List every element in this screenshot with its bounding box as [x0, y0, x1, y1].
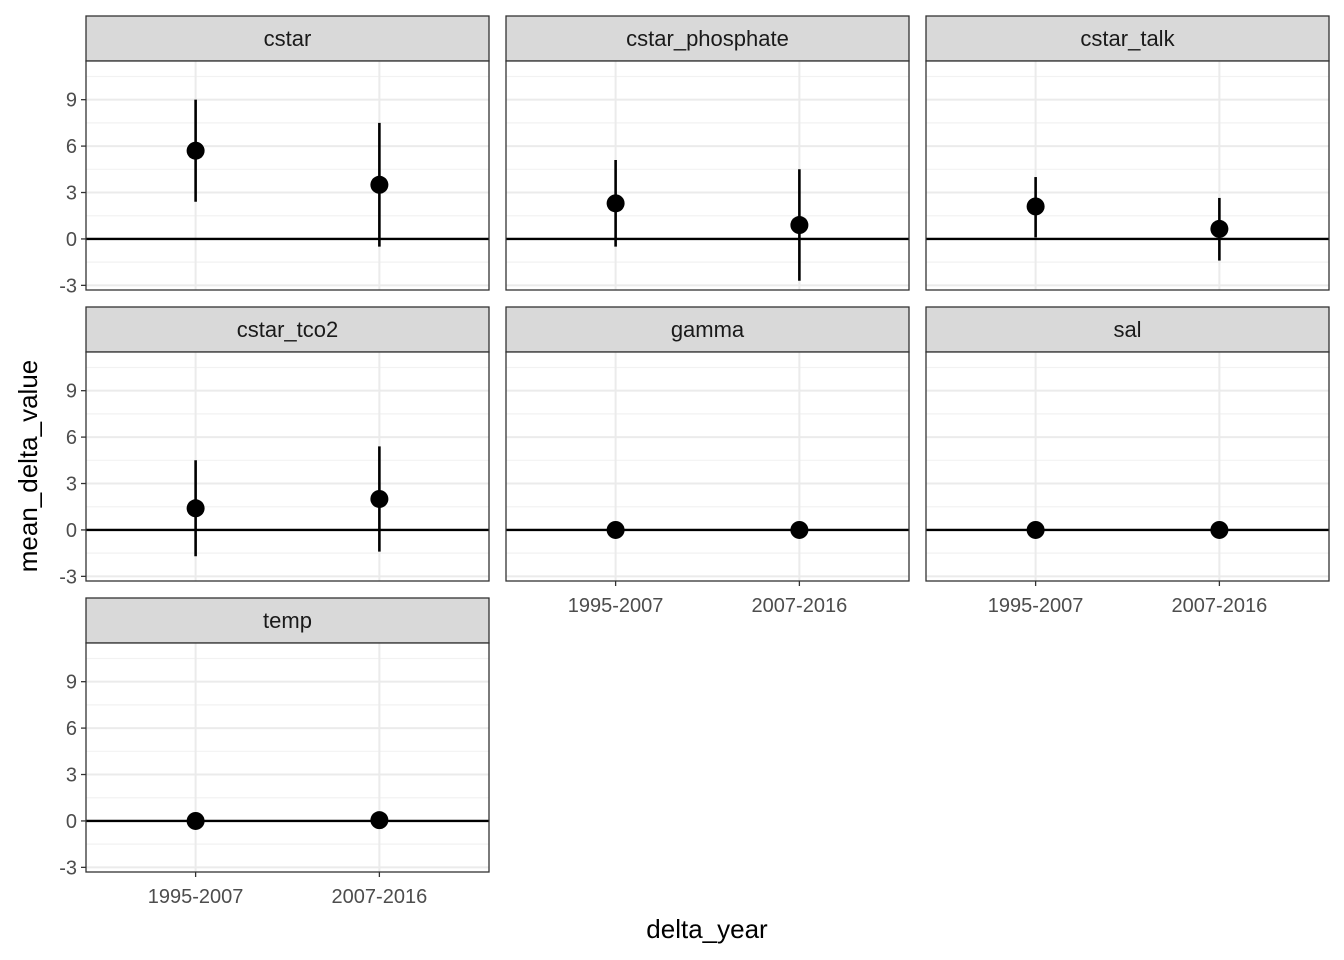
- panel-border: [85, 60, 490, 291]
- point-cstar-1995-2007: [186, 141, 205, 160]
- y-tick-label: 6: [66, 718, 77, 740]
- y-tick-label: 0: [66, 811, 77, 833]
- point-cstar_phosphate-1995-2007: [606, 194, 625, 213]
- point-temp-1995-2007: [186, 811, 205, 830]
- y-tick-label: 0: [66, 520, 77, 542]
- y-tick-label: 9: [66, 90, 77, 112]
- facet-cstar: cstar -3 0 3 6 9: [59, 15, 490, 297]
- strip-label-cstar_talk: cstar_talk: [1080, 26, 1175, 51]
- x-tick-label: 1995-2007: [988, 595, 1084, 617]
- strip-label-cstar_phosphate: cstar_phosphate: [626, 26, 789, 51]
- y-tick-label: -3: [59, 275, 77, 297]
- point-gamma-2007-2016: [790, 520, 809, 539]
- point-cstar_tco2-2007-2016: [370, 489, 389, 508]
- strip-label-temp: temp: [263, 608, 312, 633]
- strip-cstar: [85, 15, 490, 62]
- x-tick-label: 2007-2016: [1172, 595, 1268, 617]
- strip-label-gamma: gamma: [671, 317, 745, 342]
- y-tick-label: 3: [66, 183, 77, 205]
- y-tick-label: 6: [66, 427, 77, 449]
- point-cstar_talk-2007-2016: [1210, 219, 1229, 238]
- point-cstar_phosphate-2007-2016: [790, 216, 809, 235]
- facet-cstar_phosphate: cstar_phosphate: [505, 15, 910, 291]
- facet-cstar_talk: cstar_talk: [925, 15, 1330, 291]
- point-sal-1995-2007: [1026, 520, 1045, 539]
- y-tick-label: -3: [59, 566, 77, 588]
- strip-label-sal: sal: [1113, 317, 1141, 342]
- panel-bg: [926, 61, 1329, 290]
- y-tick-label: -3: [59, 857, 77, 879]
- strip-sal: [925, 306, 1330, 353]
- strip-cstar_phosphate: [505, 15, 910, 62]
- panel-border: [925, 351, 1330, 582]
- x-tick-label: 2007-2016: [332, 886, 428, 908]
- y-tick-label: 9: [66, 381, 77, 403]
- y-axis-title: mean_delta_value: [13, 360, 43, 573]
- strip-label-cstar_tco2: cstar_tco2: [237, 317, 339, 342]
- panel-border: [505, 351, 910, 582]
- x-tick-label: 1995-2007: [568, 595, 664, 617]
- panel-bg: [506, 352, 909, 581]
- x-tick-label: 1995-2007: [148, 886, 244, 908]
- facet-cstar_tco2: cstar_tco2 -3 0 3 6 9: [59, 306, 490, 588]
- facet-sal: sal 1995-2007 2007-2016: [925, 306, 1330, 617]
- point-cstar_tco2-1995-2007: [186, 499, 205, 518]
- x-tick-label: 2007-2016: [752, 595, 848, 617]
- y-tick-label: 0: [66, 229, 77, 251]
- y-tick-label: 3: [66, 765, 77, 787]
- panel-bg: [506, 61, 909, 290]
- panel-border: [925, 60, 1330, 291]
- facet-gamma: gamma 1995-2007 2007-2016: [505, 306, 910, 617]
- y-tick-label: 3: [66, 474, 77, 496]
- y-tick-label: 6: [66, 136, 77, 158]
- strip-cstar_tco2: [85, 306, 490, 353]
- point-cstar_talk-1995-2007: [1026, 197, 1045, 216]
- panel-bg: [86, 643, 489, 872]
- strip-gamma: [505, 306, 910, 353]
- strip-temp: [85, 597, 490, 644]
- point-temp-2007-2016: [370, 811, 389, 830]
- strip-label-cstar: cstar: [264, 26, 312, 51]
- point-gamma-1995-2007: [606, 520, 625, 539]
- y-tick-label: 9: [66, 672, 77, 694]
- panel-border: [505, 60, 910, 291]
- facet-temp: temp -3 0 3 6 9 1995-2007 2007-2016: [59, 597, 490, 908]
- point-sal-2007-2016: [1210, 520, 1229, 539]
- panel-bg: [86, 352, 489, 581]
- panel-border: [85, 351, 490, 582]
- point-cstar-2007-2016: [370, 175, 389, 194]
- panel-border: [85, 642, 490, 873]
- panel-bg: [926, 352, 1329, 581]
- panel-bg: [86, 61, 489, 290]
- x-axis-title: delta_year: [646, 914, 768, 944]
